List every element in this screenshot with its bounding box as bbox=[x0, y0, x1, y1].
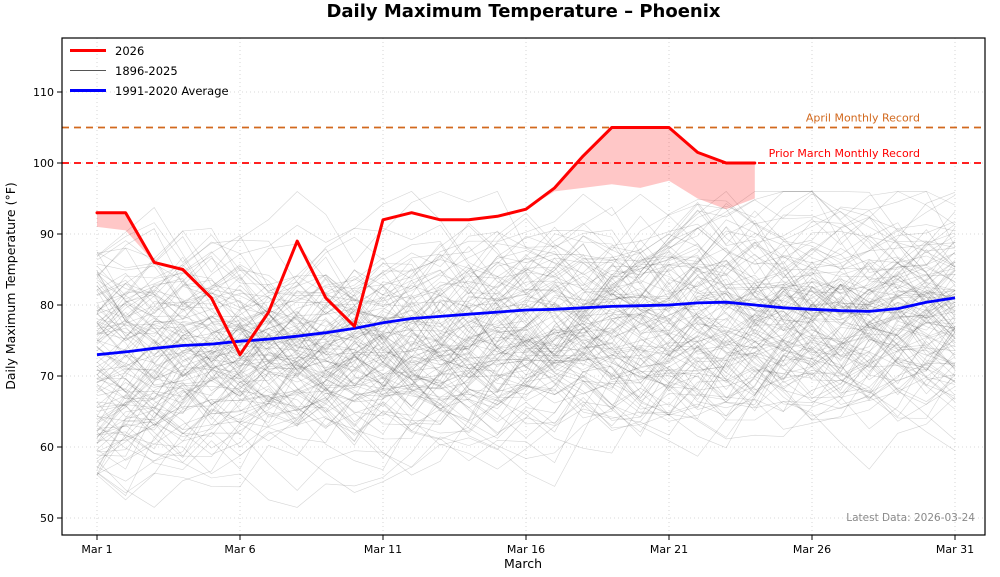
reference-line-label: Prior March Monthly Record bbox=[769, 147, 920, 160]
y-tick-label: 110 bbox=[33, 86, 54, 99]
x-tick-label: Mar 16 bbox=[507, 543, 545, 556]
legend-item-2026: 2026 bbox=[70, 42, 229, 59]
legend-item-historical: 1896-2025 bbox=[70, 62, 229, 79]
tick-labels: 50 60 70 80 90 100 110 Mar 1 Mar 6 Mar 11 Mar 16 Ma… bbox=[33, 86, 974, 556]
y-tick-label: 50 bbox=[40, 512, 54, 525]
chart-title: Daily Maximum Temperature – Phoenix bbox=[326, 1, 721, 22]
x-tick-label: Mar 11 bbox=[364, 543, 402, 556]
x-tick-label: Mar 6 bbox=[224, 543, 255, 556]
legend-label-average: 1991-2020 Average bbox=[115, 83, 229, 98]
legend-label-2026: 2026 bbox=[115, 43, 145, 58]
legend-item-average: 1991-2020 Average bbox=[70, 82, 229, 99]
historical-lines-1896-2025 bbox=[96, 190, 956, 508]
x-tick-label: Mar 21 bbox=[650, 543, 688, 556]
record-exceedance-fill bbox=[97, 127, 755, 355]
x-tick-label: Mar 1 bbox=[81, 543, 112, 556]
legend: 2026 1896-2025 1991-2020 Average bbox=[70, 42, 229, 99]
y-tick-label: 100 bbox=[33, 157, 54, 170]
record-reference-lines: April Monthly Record Prior March Monthly … bbox=[62, 112, 985, 164]
y-axis-label: Daily Maximum Temperature (°F) bbox=[3, 182, 18, 390]
y-tick-label: 60 bbox=[40, 441, 54, 454]
x-tick-label: Mar 26 bbox=[793, 543, 831, 556]
legend-line-sample-average bbox=[70, 89, 106, 92]
legend-label-historical: 1896-2025 bbox=[115, 63, 178, 78]
gridlines bbox=[62, 38, 985, 535]
y-tick-label: 70 bbox=[40, 370, 54, 383]
reference-line-label: April Monthly Record bbox=[806, 112, 920, 125]
y-tick-label: 90 bbox=[40, 228, 54, 241]
x-axis-label: March bbox=[504, 556, 542, 571]
x-tick-label: Mar 31 bbox=[936, 543, 974, 556]
data-lines bbox=[95, 126, 956, 357]
legend-line-sample-2026 bbox=[70, 49, 106, 52]
y-tick-label: 80 bbox=[40, 299, 54, 312]
latest-data-note: Latest Data: 2026-03-24 bbox=[846, 512, 975, 524]
legend-line-sample-historical bbox=[70, 70, 106, 71]
axes bbox=[57, 37, 986, 540]
